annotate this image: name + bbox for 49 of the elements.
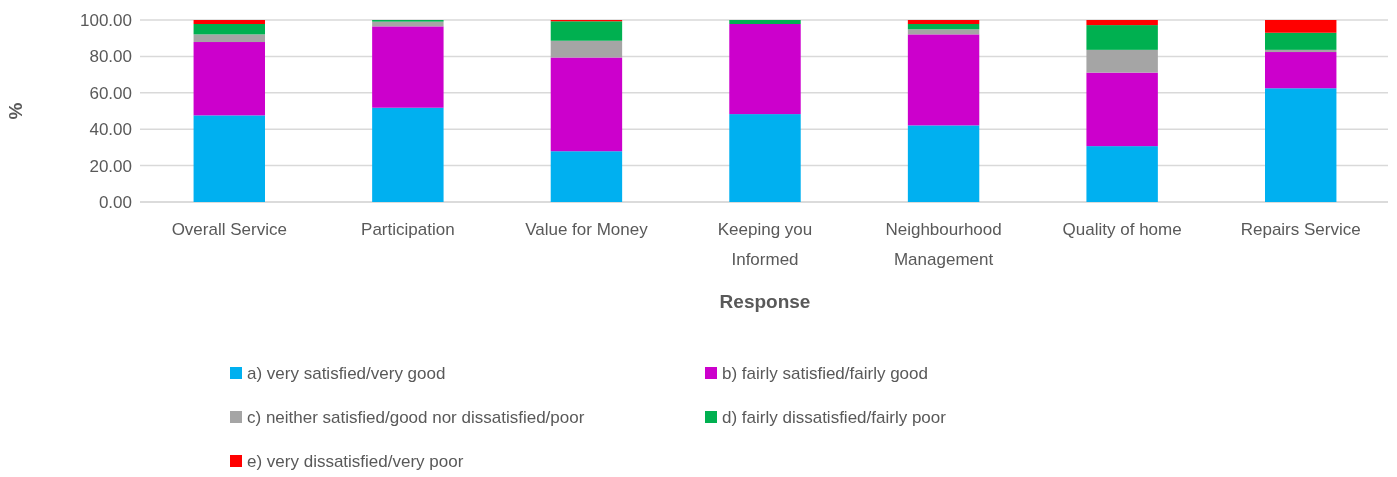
bar — [550, 40, 623, 58]
bar — [193, 42, 265, 116]
bar — [193, 20, 265, 24]
y-tick-label: 40.00 — [89, 120, 132, 140]
bar — [907, 20, 980, 24]
x-tick-label: Keeping you Informed — [717, 220, 813, 269]
y-tick-label: 20.00 — [89, 156, 132, 176]
legend-label: d) fairly dissatisfied/fairly poor — [722, 407, 947, 427]
bar — [550, 151, 623, 202]
bar — [907, 34, 980, 126]
bar — [1265, 52, 1337, 89]
x-tick-label: Value for Money — [525, 220, 649, 239]
bar — [1086, 72, 1158, 147]
bar — [372, 107, 444, 202]
bar — [193, 115, 265, 202]
bar — [1265, 88, 1337, 202]
y-axis-title: % — [5, 102, 26, 120]
legend-label: e) very dissatisfied/very poor — [247, 451, 464, 471]
bar — [1265, 32, 1337, 50]
x-tick-label: Overall Service — [171, 220, 287, 239]
bar — [1086, 20, 1158, 26]
x-tick-label: Repairs Service — [1240, 220, 1361, 239]
x-tick-label: Participation — [361, 220, 455, 239]
y-tick-label: 80.00 — [89, 47, 132, 67]
x-tick-label: Neighbourhood Management — [885, 220, 1002, 269]
bar — [729, 20, 801, 24]
bar — [193, 24, 265, 35]
bar — [1086, 49, 1158, 73]
legend-label: a) very satisfied/very good — [247, 363, 446, 383]
bar — [1265, 20, 1337, 33]
y-tick-label: 0.00 — [98, 192, 132, 212]
bar — [372, 26, 444, 108]
bar — [1265, 49, 1337, 53]
bar — [550, 21, 623, 41]
bar — [729, 24, 801, 115]
bar — [550, 57, 623, 152]
y-tick-label: 60.00 — [89, 83, 132, 103]
bar — [729, 114, 801, 202]
bar — [907, 125, 980, 202]
bar — [907, 29, 980, 35]
legend-label: c) neither satisfied/good nor dissatisfied/poor — [247, 407, 585, 427]
bar — [1086, 25, 1158, 50]
bar — [907, 24, 980, 30]
bar — [193, 34, 265, 43]
y-tick-label: 100.00 — [80, 10, 132, 30]
x-axis-title: Response — [719, 291, 811, 312]
legend-label: b) fairly satisfied/fairly good — [722, 363, 928, 383]
x-tick-label: Quality of home — [1062, 220, 1182, 239]
bar — [1086, 146, 1158, 202]
